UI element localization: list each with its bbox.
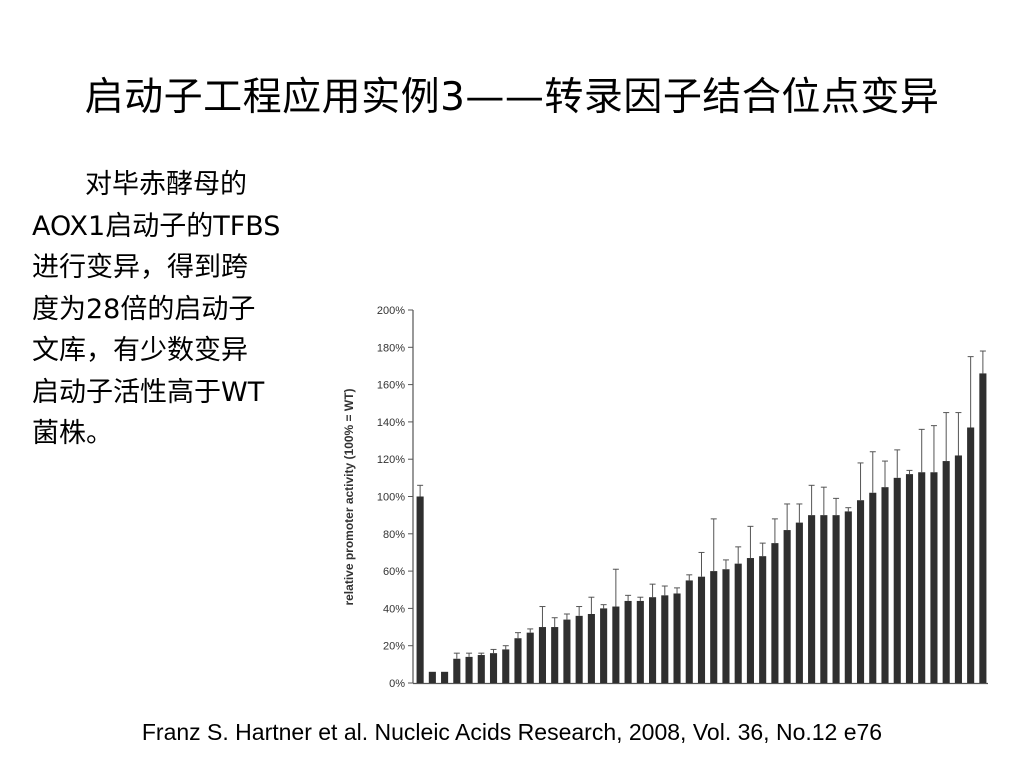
bar	[453, 658, 461, 683]
y-tick-label: 180%	[377, 342, 405, 354]
y-tick-label: 80%	[383, 529, 405, 541]
bar	[673, 593, 681, 683]
bar	[441, 671, 449, 683]
description-line: 对毕赤酵母的	[85, 169, 247, 200]
bar	[636, 600, 644, 683]
bar	[600, 608, 608, 683]
bar	[905, 474, 914, 683]
bar	[685, 580, 693, 683]
description-line: 文库，有少数变异	[32, 335, 248, 366]
bar	[710, 571, 718, 683]
y-tick-label: 200%	[377, 305, 405, 317]
chart-bars	[416, 373, 987, 683]
y-tick-label: 0%	[389, 678, 405, 690]
bar	[893, 477, 901, 683]
bar	[808, 515, 816, 683]
description-line: 进行变异，得到跨	[32, 252, 248, 283]
bar	[979, 373, 987, 683]
bar	[954, 455, 962, 683]
bar	[416, 496, 424, 683]
bar	[428, 671, 436, 683]
chart-error-bars	[417, 350, 986, 659]
bar	[820, 515, 828, 683]
description-line: 启动子活性高于WT	[32, 376, 265, 408]
bar	[783, 530, 791, 683]
citation: Franz S. Hartner et al. Nucleic Acids Re…	[141, 719, 883, 745]
bar	[930, 472, 938, 683]
bar	[697, 576, 706, 683]
bar	[918, 472, 926, 683]
y-tick-label: 120%	[377, 454, 405, 466]
bar	[746, 558, 754, 683]
slide-title: 启动子工程应用实例3——转录因子结合位点变异	[84, 75, 940, 120]
y-tick-label: 40%	[383, 603, 405, 615]
bar	[551, 627, 559, 683]
bar	[587, 613, 595, 683]
bar	[661, 595, 669, 683]
description-line: 度为28倍的启动子	[32, 293, 256, 325]
bar	[734, 563, 742, 683]
bar	[575, 615, 583, 683]
y-axis-ticks: 0% 20% 40% 60% 80% 100% 120% 140% 160% 180% 200%	[377, 305, 413, 690]
bar	[856, 500, 865, 683]
bar	[526, 632, 534, 683]
bar	[795, 522, 803, 683]
bar	[538, 627, 547, 683]
bar	[624, 600, 632, 683]
bar	[563, 619, 571, 683]
y-tick-label: 20%	[383, 641, 405, 653]
bar	[942, 461, 950, 683]
bar	[465, 656, 473, 683]
bar	[759, 556, 767, 683]
bar	[514, 638, 522, 683]
y-axis-label: relative promoter activity (100% = WT)	[342, 388, 356, 605]
bar	[844, 511, 852, 683]
bar	[771, 543, 779, 683]
bar	[649, 597, 657, 683]
bar	[869, 492, 877, 683]
bar	[722, 569, 730, 683]
bar	[477, 655, 485, 683]
y-tick-label: 100%	[377, 492, 405, 504]
description-text: 对毕赤酵母的 AOX1启动子的TFBS 进行变异，得到跨 度为28倍的启动子 文…	[32, 164, 322, 455]
y-tick-label: 140%	[377, 417, 405, 429]
bar	[967, 427, 975, 683]
bar	[489, 653, 498, 683]
y-tick-label: 160%	[377, 380, 405, 392]
description-line: AOX1启动子的TFBS	[32, 210, 281, 242]
description-line: 菌株。	[32, 418, 113, 449]
y-tick-label: 60%	[383, 566, 405, 578]
bar	[612, 606, 620, 683]
bar	[881, 487, 889, 683]
bar	[832, 515, 840, 683]
bar	[502, 649, 510, 683]
